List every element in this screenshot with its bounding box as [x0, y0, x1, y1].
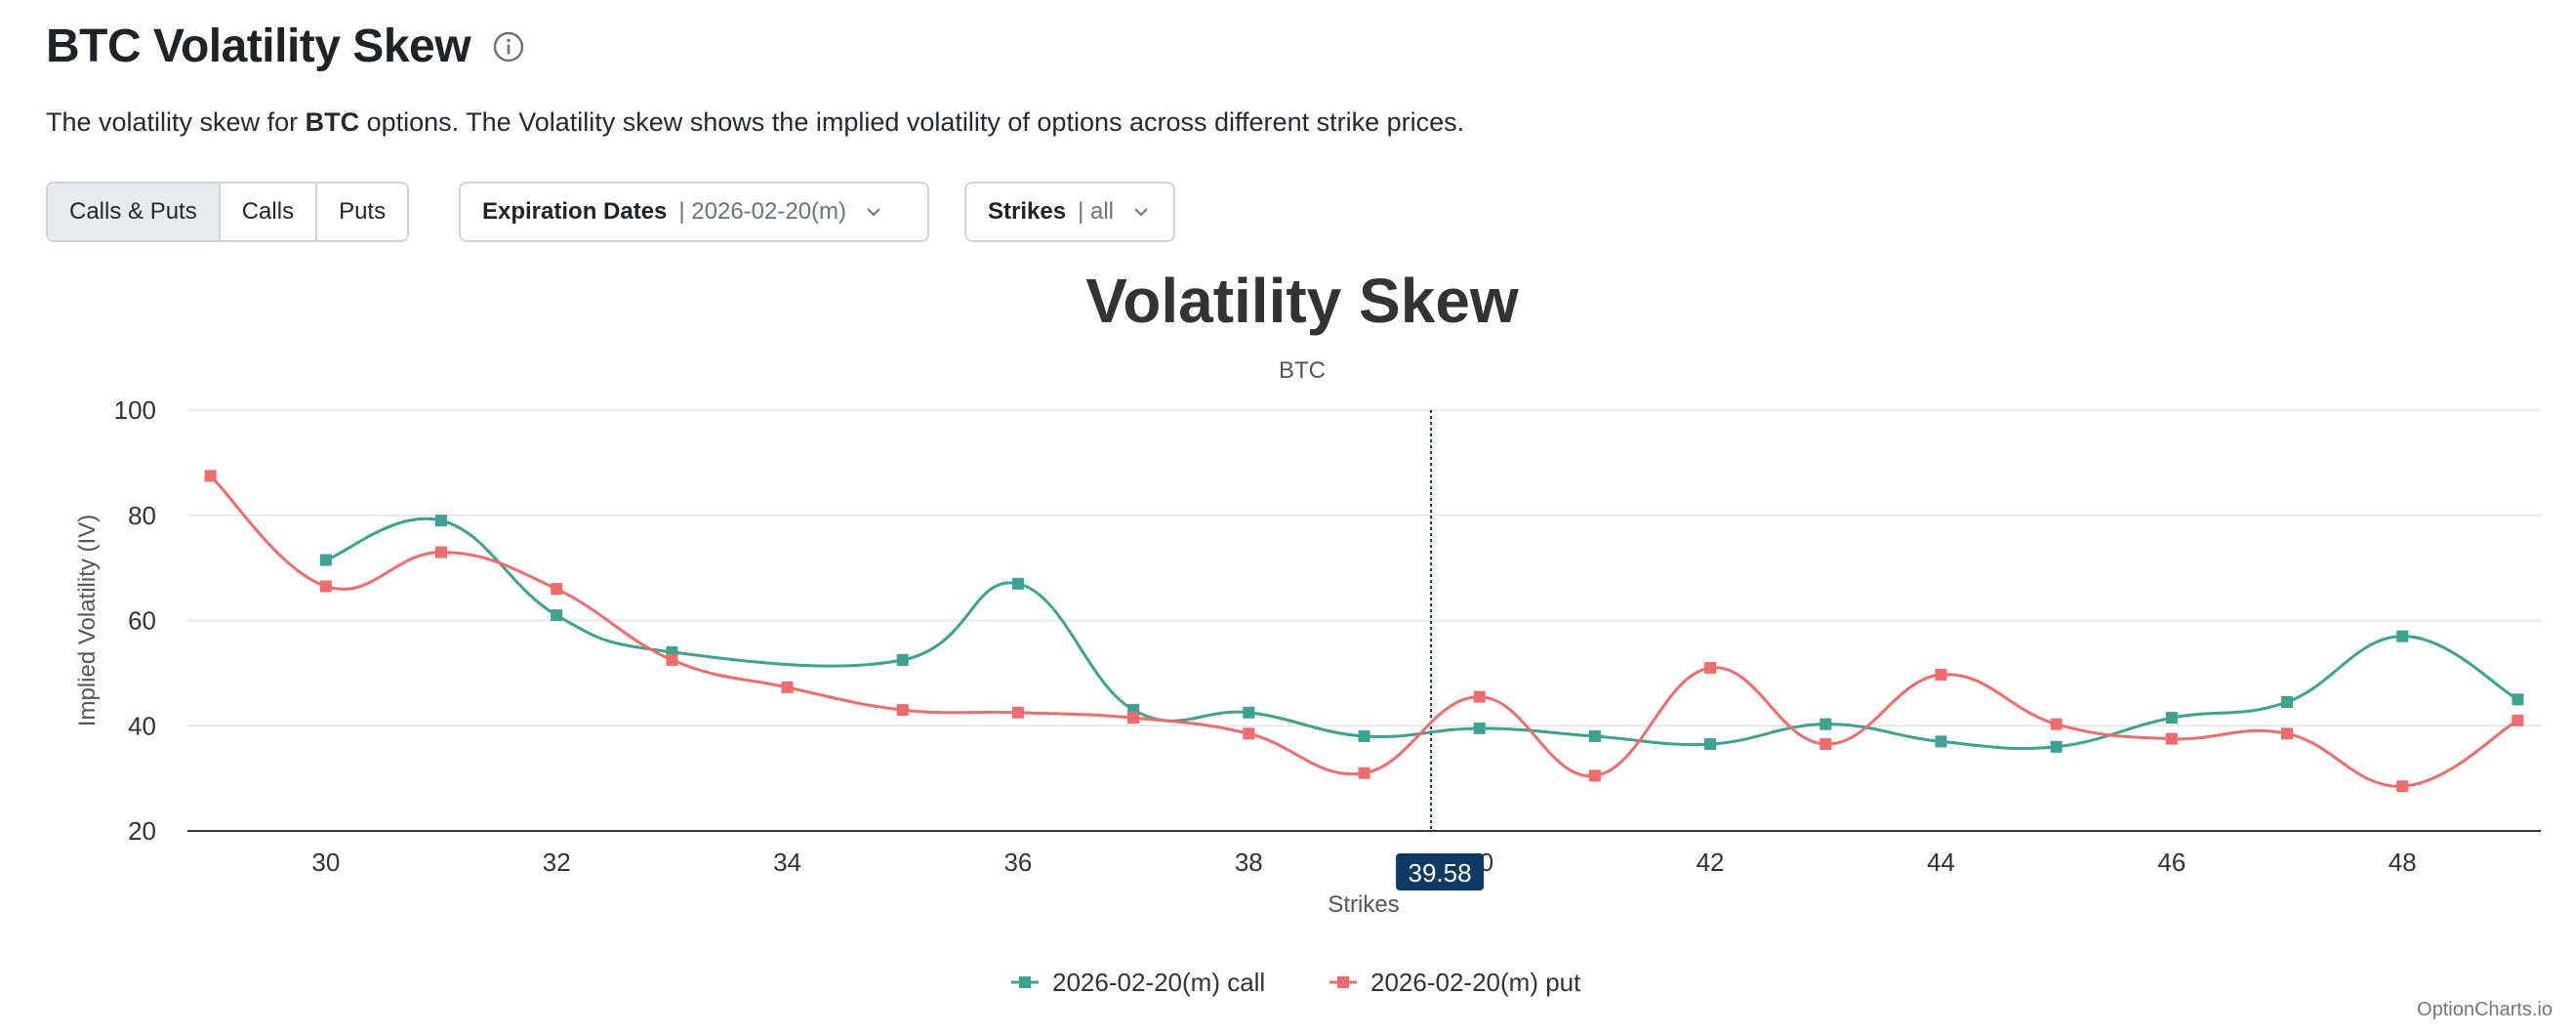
legend-entry[interactable]: 2026-02-20(m) call	[1052, 968, 1265, 997]
x-tick-label: 48	[2389, 848, 2417, 877]
x-tick-label: 38	[1235, 848, 1263, 877]
y-tick-label: 80	[128, 501, 156, 530]
data-point-call	[1704, 738, 1717, 751]
data-point-put	[551, 583, 563, 596]
data-point-call	[2396, 630, 2409, 642]
data-point-put	[204, 470, 217, 482]
data-point-put	[435, 546, 448, 559]
data-point-call	[896, 653, 909, 666]
data-point-call	[1243, 706, 1255, 719]
x-tick-label: 34	[773, 848, 801, 877]
option-type-toggle: Calls & Puts Calls Puts	[46, 182, 410, 242]
strikes-label: Strikes	[988, 198, 1067, 225]
data-point-put	[1704, 661, 1717, 674]
calls-and-puts-button[interactable]: Calls & Puts	[48, 184, 221, 240]
data-point-put	[1935, 668, 1947, 681]
x-tick-label: 44	[1927, 848, 1955, 877]
legend-entry[interactable]: 2026-02-20(m) put	[1370, 968, 1581, 997]
description-suffix: options. The Volatility skew shows the i…	[359, 107, 1465, 137]
data-point-call	[2512, 693, 2524, 706]
data-point-put	[1588, 769, 1601, 782]
calls-button[interactable]: Calls	[220, 184, 318, 240]
chart-subtitle: BTC	[1279, 357, 1326, 384]
x-tick-label: 36	[1003, 848, 1032, 877]
description-prefix: The volatility skew for	[46, 107, 306, 137]
data-point-call	[1011, 577, 1024, 590]
y-tick-label: 100	[114, 395, 156, 425]
x-tick-label: 46	[2157, 848, 2186, 877]
page-title: BTC Volatility Skew	[46, 20, 525, 73]
data-point-call	[1588, 730, 1601, 743]
x-tick-label: 42	[1697, 848, 1725, 877]
data-point-put	[1243, 727, 1255, 740]
expiration-dates-label: Expiration Dates	[482, 198, 668, 225]
data-point-put	[2050, 718, 2063, 730]
data-point-put	[1127, 712, 1140, 724]
data-point-call	[2165, 712, 2178, 724]
data-point-call	[2050, 740, 2063, 753]
x-tick-label: 30	[311, 848, 340, 877]
x-tick-label: 32	[543, 848, 571, 877]
data-point-put	[2396, 780, 2409, 793]
expiration-dates-dropdown[interactable]: Expiration Dates | 2026-02-20(m)	[459, 182, 929, 242]
expiration-dates-value: | 2026-02-20(m)	[678, 198, 847, 225]
data-point-call	[551, 609, 563, 622]
strikes-dropdown[interactable]: Strikes | all	[964, 182, 1175, 242]
crosshair-label-box	[1396, 853, 1485, 890]
chart-title: Volatility Skew	[1085, 266, 1519, 336]
data-point-put	[781, 681, 794, 693]
chevron-down-icon	[1134, 208, 1148, 217]
data-point-call	[2280, 696, 2293, 709]
data-point-call	[435, 515, 448, 527]
credit-text: OptionCharts.io	[2417, 999, 2553, 1020]
page-title-text: BTC Volatility Skew	[46, 21, 471, 72]
data-point-call	[1820, 718, 1832, 730]
crosshair-label: 39.58	[1409, 858, 1472, 888]
data-point-call	[319, 554, 332, 566]
y-tick-label: 60	[128, 606, 156, 636]
puts-button[interactable]: Puts	[317, 184, 408, 240]
legend-marker	[1019, 976, 1031, 988]
data-point-call	[1935, 735, 1947, 748]
data-point-put	[896, 704, 909, 717]
data-point-put	[666, 653, 678, 666]
data-point-put	[2280, 727, 2293, 740]
y-tick-label: 40	[128, 711, 156, 740]
data-point-call	[1358, 730, 1370, 743]
info-icon[interactable]	[492, 30, 525, 63]
page-description: The volatility skew for BTC options. The…	[46, 107, 1464, 138]
volatility-skew-chart[interactable]: Volatility Skew BTC 20 40 60 80 100 30 32 34 36 38 4…	[0, 254, 2576, 1025]
data-point-put	[2512, 714, 2524, 726]
data-point-call	[1473, 722, 1486, 734]
data-point-put	[2165, 732, 2178, 745]
description-symbol: BTC	[305, 107, 360, 137]
data-point-put	[1473, 690, 1486, 703]
x-axis-label: Strikes	[1328, 891, 1399, 918]
data-point-put	[1011, 706, 1024, 719]
data-point-put	[1358, 766, 1370, 779]
legend-marker	[1337, 976, 1349, 988]
chevron-down-icon	[867, 208, 880, 217]
series-line-put	[209, 475, 2519, 788]
series-line-call	[325, 517, 2519, 751]
strikes-value: | all	[1078, 198, 1114, 225]
y-axis-label: Implied Volatility (IV)	[74, 515, 101, 726]
data-point-put	[1820, 738, 1832, 751]
data-point-put	[319, 580, 332, 593]
y-tick-label: 20	[128, 816, 156, 846]
